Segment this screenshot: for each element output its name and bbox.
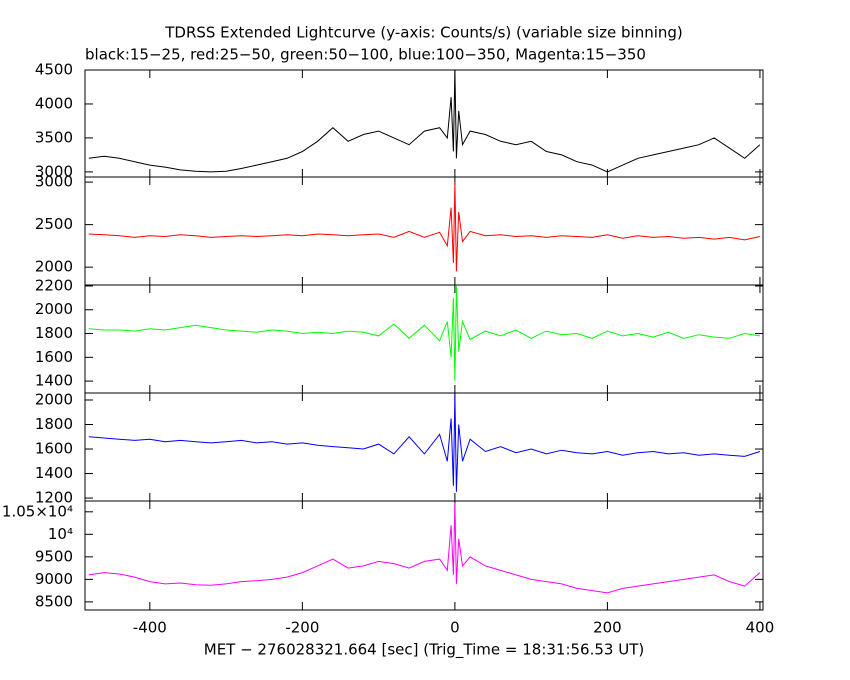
panel-frame xyxy=(84,392,764,502)
y-tick-label: 8500 xyxy=(35,592,73,610)
y-tick-label: 2200 xyxy=(35,276,73,294)
y-tick-label: 1800 xyxy=(35,415,73,433)
x-tick-label: 400 xyxy=(746,619,775,637)
y-tick-label: 1400 xyxy=(35,464,73,482)
light-curve xyxy=(88,393,761,492)
x-tick-label: -200 xyxy=(285,619,319,637)
y-tick-label: 10⁴ xyxy=(48,525,73,543)
light-curve xyxy=(88,285,760,382)
y-tick-label: 1200 xyxy=(35,489,73,507)
y-tick-label: 4500 xyxy=(35,61,73,79)
panel-frame xyxy=(84,176,764,286)
y-tick-label: 1.05×10⁴ xyxy=(2,502,73,520)
y-tick-label: 9500 xyxy=(35,547,73,565)
y-tick-label: 1600 xyxy=(35,348,73,366)
y-tick-label: 4000 xyxy=(35,94,73,112)
y-tick-label: 2000 xyxy=(35,300,73,318)
light-curve xyxy=(88,182,761,272)
y-tick-label: 1800 xyxy=(35,324,73,342)
panel-frame xyxy=(84,500,764,611)
y-tick-label: 1400 xyxy=(35,372,73,390)
y-tick-label: 3000 xyxy=(35,173,73,191)
y-tick-label: 2500 xyxy=(35,215,73,233)
chart-title: TDRSS Extended Lightcurve (y-axis: Count… xyxy=(164,24,683,42)
y-tick-label: 9000 xyxy=(35,570,73,588)
x-tick-label: -400 xyxy=(133,619,167,637)
y-tick-label: 2000 xyxy=(35,390,73,408)
light-curve xyxy=(88,502,761,594)
chart-subtitle: black:15−25, red:25−50, green:50−100, bl… xyxy=(85,46,646,64)
x-axis-label: MET − 276028321.664 [sec] (Trig_Time = 1… xyxy=(204,641,644,660)
y-tick-label: 3500 xyxy=(35,128,73,146)
x-tick-label: 0 xyxy=(450,619,460,637)
panel-frame xyxy=(84,69,764,178)
y-tick-label: 1600 xyxy=(35,440,73,458)
y-tick-label: 2000 xyxy=(35,258,73,276)
x-tick-label: 200 xyxy=(593,619,622,637)
y-tick-label: 3000 xyxy=(35,162,73,180)
panel-frame xyxy=(84,284,764,394)
light-curve xyxy=(88,69,761,173)
